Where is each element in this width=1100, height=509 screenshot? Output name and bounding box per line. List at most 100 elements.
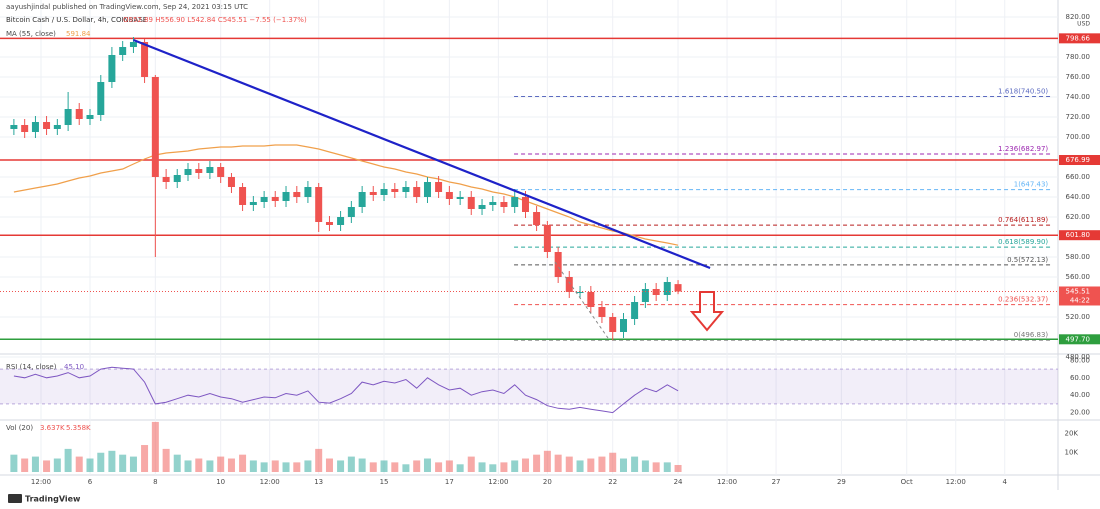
rsi-tick-label: 40.00 [1070, 391, 1090, 399]
volume-bar [260, 462, 268, 472]
volume-bar [500, 462, 508, 472]
candle-body [543, 225, 551, 252]
volume-bar [543, 450, 551, 472]
marks [0, 37, 1058, 472]
level-badge-label: 798.66 [1066, 34, 1091, 42]
y-tick-label: 480.00 [1066, 353, 1091, 361]
volume-bar [304, 460, 312, 472]
level-badge [1059, 230, 1100, 241]
x-tick-label: Oct [901, 478, 913, 486]
ma-legend-name: MA (55, close) [6, 30, 56, 38]
rsi-legend-value: 45.10 [64, 363, 84, 371]
x-tick-label: 24 [674, 478, 683, 486]
candle-body [282, 192, 290, 201]
volume-bar [380, 460, 388, 472]
volume-bar [435, 462, 443, 472]
volume-bar [108, 450, 116, 472]
x-tick-label: 8 [153, 478, 157, 486]
candle-body [86, 115, 94, 119]
volume-tick-label: 20K [1065, 429, 1079, 437]
published: aayushjindal published on TradingView.co… [6, 3, 248, 11]
volume-bar [456, 464, 464, 472]
candle-body [445, 192, 453, 199]
volume-bar [10, 454, 18, 472]
candle-body [587, 292, 595, 307]
candle-body [141, 42, 149, 77]
candle-body [402, 187, 410, 192]
volume-bar [206, 460, 214, 472]
level-badge [1059, 155, 1100, 166]
candle-body [97, 82, 105, 115]
y-tick-label: 780.00 [1066, 53, 1091, 61]
x-tick-label: 6 [88, 478, 93, 486]
volume-bar [53, 458, 61, 472]
level-badge [1059, 334, 1100, 345]
candle-body [358, 192, 366, 207]
volume-bar [533, 454, 541, 472]
y-tick-label: 820.00 [1066, 13, 1091, 21]
brand: TradingView [25, 495, 81, 504]
candle-body [162, 177, 170, 182]
candle-body [217, 167, 225, 177]
volume-bar [402, 464, 410, 472]
candle-body [521, 197, 529, 212]
y-tick-label: 740.00 [1066, 93, 1091, 101]
candle-body [304, 187, 312, 197]
level-badge-label: 676.99 [1066, 156, 1091, 164]
volume-bar [587, 458, 595, 472]
y-tick-label: 660.00 [1066, 173, 1091, 181]
candle-body [663, 282, 671, 295]
candle-body [53, 125, 61, 129]
current-price-label: 545.51 [1066, 287, 1091, 295]
candle-body [554, 252, 562, 277]
candle-body [206, 167, 214, 173]
candle-body [325, 222, 333, 225]
y-tick-label: 720.00 [1066, 113, 1091, 121]
volume-bar [325, 458, 333, 472]
candle-body [619, 319, 627, 332]
x-tick-label: 12:00 [260, 478, 280, 486]
volume-bar [249, 460, 257, 472]
candle-body [239, 187, 247, 205]
volume-bar [75, 456, 83, 472]
volume-bar [31, 456, 39, 472]
volume-bar [391, 462, 399, 472]
candle-body [271, 197, 279, 201]
ma-line [13, 144, 679, 246]
volume-bar [609, 452, 617, 472]
x-tick-label: 12:00 [488, 478, 508, 486]
trendline [133, 38, 711, 270]
volume-bar [358, 458, 366, 472]
volume-bar [217, 456, 225, 472]
volume-bar [184, 460, 192, 472]
candle-body [413, 187, 421, 197]
y-tick-label: 580.00 [1066, 253, 1091, 261]
candle-body [249, 202, 257, 205]
volume-bar [554, 454, 562, 472]
candle-body [75, 109, 83, 119]
fib-label: 1(647.43) [1014, 181, 1049, 189]
rsi-legend-name: RSI (14, close) [6, 363, 57, 371]
volume-bar [271, 460, 279, 472]
fib-label: 0(496.83) [1014, 331, 1049, 339]
volume-bar [478, 462, 486, 472]
vol-ma-legend-value: 5.358K [66, 424, 91, 432]
rsi-tick-label: 20.00 [1070, 409, 1090, 417]
candle-body [293, 192, 301, 197]
current-price-badge [1059, 286, 1100, 306]
candle-body [576, 292, 584, 293]
candle-body [129, 42, 137, 47]
candle-body [31, 122, 39, 132]
volume-bar [619, 458, 627, 472]
symbol: Bitcoin Cash / U.S. Dollar, 4h, COINBASE [6, 16, 147, 24]
candle-body [533, 212, 541, 225]
candle-body [10, 125, 18, 129]
candle-body [391, 189, 399, 192]
volume-bar [347, 456, 355, 472]
candle-body [500, 202, 508, 207]
x-tick-label: 15 [380, 478, 389, 486]
candle-body [478, 205, 486, 209]
volume-bar [631, 456, 639, 472]
candle-body [380, 189, 388, 195]
